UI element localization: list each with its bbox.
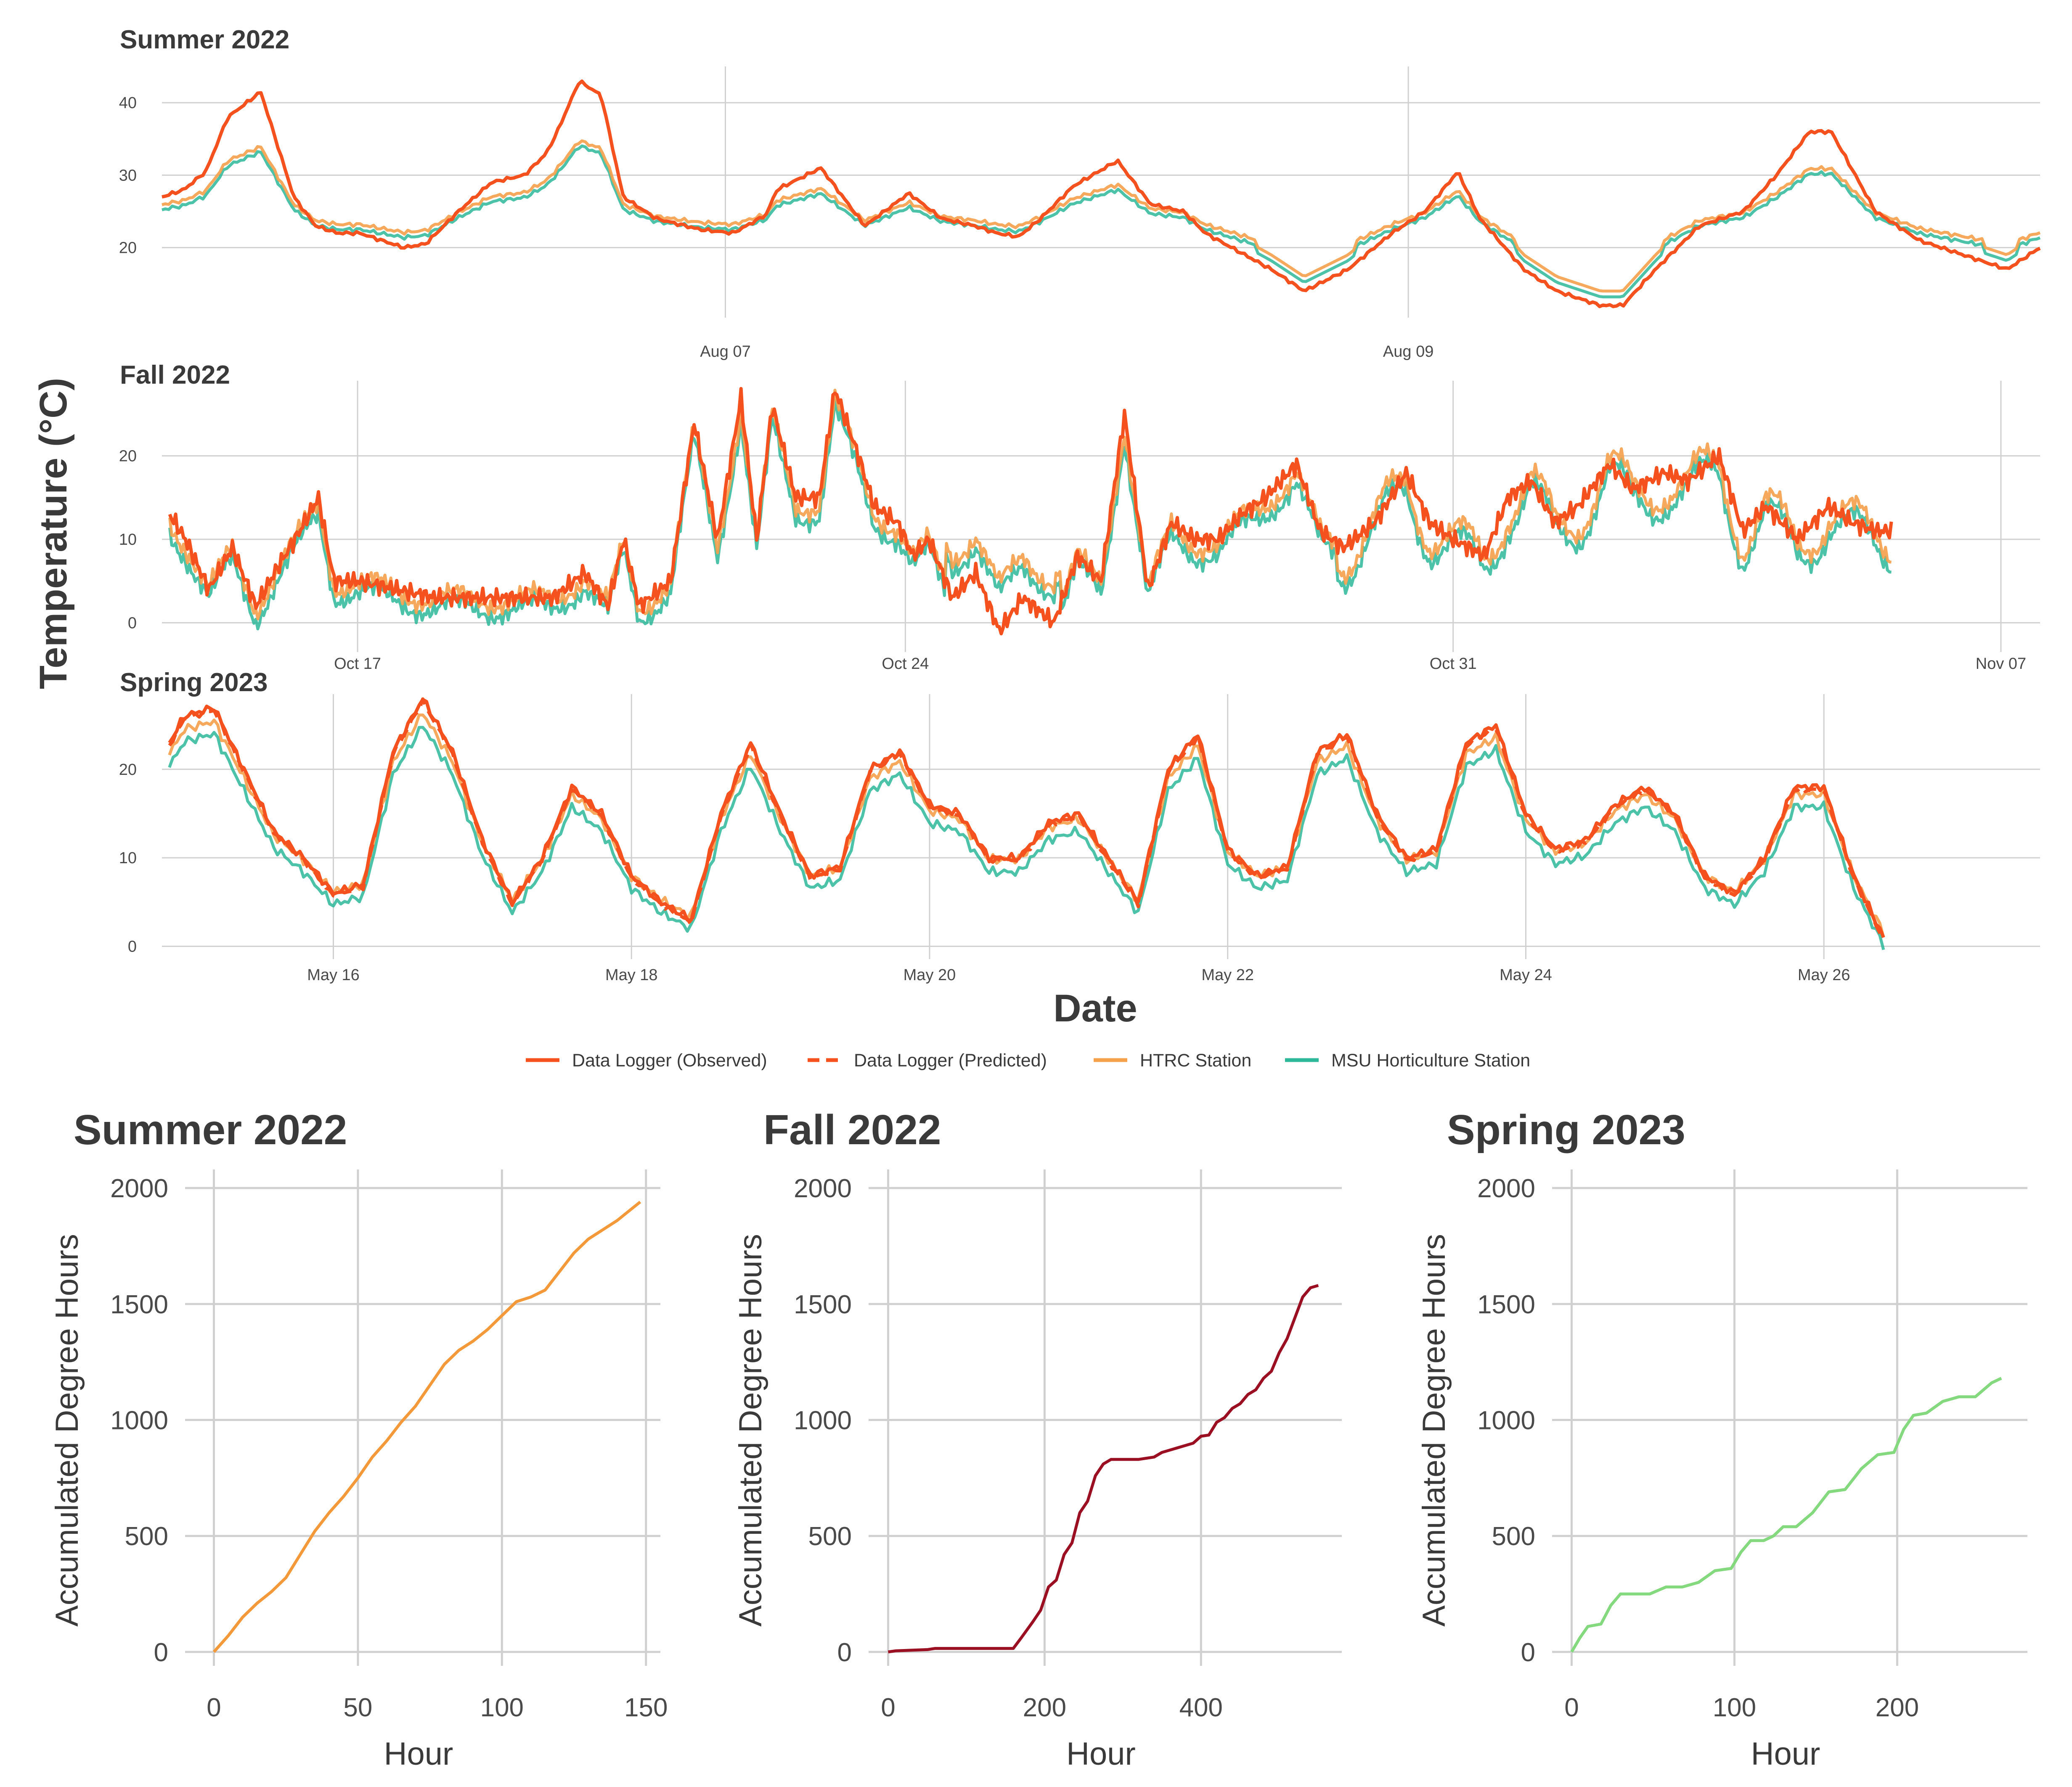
panel-1: 0 10 20 Oct 17 Oct 24 Oct 31 Nov 07: [119, 381, 2040, 673]
x-tick-label: 0: [1564, 1693, 1579, 1722]
panel-title-spring: Spring 2023: [120, 668, 268, 697]
series-line-htrc: [168, 713, 1885, 938]
y-tick-label: 10: [119, 531, 137, 549]
panel-title-fall: Fall 2022: [120, 361, 230, 390]
x-tick-label: 0: [207, 1693, 221, 1722]
x-tick-label: May 22: [1201, 966, 1254, 984]
acc-line: [212, 1201, 641, 1653]
y-tick-label: 500: [125, 1522, 168, 1551]
x-tick-label: May 20: [904, 966, 956, 984]
series-line-observed: [162, 79, 2041, 308]
y-tick-label: 1500: [1477, 1290, 1535, 1319]
y-tick-label: 20: [119, 448, 137, 465]
acc-title-summer: Summer 2022: [74, 1106, 347, 1153]
acc-title-fall: Fall 2022: [763, 1106, 941, 1153]
series-line-htrc: [162, 139, 2041, 293]
y-tick-label: 1000: [110, 1406, 168, 1435]
series-line-msu: [162, 144, 2041, 299]
panel-0: 20 30 40 Aug 07 Aug 09: [119, 66, 2041, 361]
x-axis-label: Hour: [384, 1736, 453, 1772]
series-line-msu: [168, 398, 1892, 631]
panel-2: 0 10 20 May 16 May 18 May 20 May 22 May 24 May 2…: [119, 694, 2040, 984]
y-tick-label: 0: [1521, 1638, 1535, 1667]
legend: Data Logger (Observed) Data Logger (Predi…: [526, 1050, 1530, 1071]
y-tick-label: 500: [808, 1522, 852, 1551]
y-tick-label: 20: [119, 761, 137, 779]
y-tick-label: 10: [119, 849, 137, 867]
x-tick-label: Oct 31: [1430, 655, 1477, 673]
x-tick-label: 400: [1179, 1693, 1223, 1722]
y-axis-label: Accumulated Degree Hours: [1416, 1234, 1452, 1627]
legend-label: MSU Horticulture Station: [1331, 1050, 1530, 1071]
y-axis-title: Temperature (°C): [32, 378, 75, 689]
x-tick-label: Oct 24: [882, 655, 929, 673]
y-tick-label: 0: [128, 938, 137, 955]
top-panels: 20 30 40 Aug 07 Aug 09 0 10 20 Oct 17 Oct 24 Oct 3…: [119, 66, 2041, 984]
x-tick-label: 100: [480, 1693, 524, 1722]
y-tick-label: 20: [119, 239, 137, 257]
y-tick-label: 2000: [794, 1174, 852, 1203]
y-tick-label: 40: [119, 94, 137, 112]
y-tick-label: 2000: [110, 1174, 168, 1203]
x-tick-label: 200: [1876, 1693, 1919, 1722]
x-tick-label: 50: [343, 1693, 372, 1722]
series-line-observed: [168, 387, 1893, 636]
x-axis-label: Hour: [1751, 1736, 1820, 1772]
x-tick-label: May 26: [1798, 966, 1850, 984]
y-tick-label: 0: [837, 1638, 852, 1667]
x-tick-label: 100: [1713, 1693, 1756, 1722]
acc-title-spring: Spring 2023: [1447, 1106, 1685, 1153]
x-tick-label: May 18: [605, 966, 658, 984]
y-axis-label: Accumulated Degree Hours: [733, 1234, 768, 1627]
y-tick-label: 1500: [794, 1290, 852, 1319]
x-axis-label: Hour: [1066, 1736, 1136, 1772]
x-axis-title: Date: [1053, 987, 1137, 1030]
series-line-msu: [168, 726, 1885, 950]
series-line-observed: [168, 697, 1885, 938]
y-tick-label: 1000: [1477, 1406, 1535, 1435]
acc-line: [1570, 1377, 2002, 1653]
x-tick-label: 150: [624, 1693, 668, 1722]
y-tick-label: 1000: [794, 1406, 852, 1435]
x-tick-label: May 24: [1500, 966, 1552, 984]
x-tick-label: Nov 07: [1976, 655, 2026, 673]
acc-panel-0: 0 500 1000 1500 2000 0 50 100 150 Hour Accumulated…: [49, 1169, 668, 1772]
y-tick-label: 500: [1492, 1522, 1535, 1551]
y-axis-label: Accumulated Degree Hours: [49, 1234, 85, 1627]
y-tick-label: 2000: [1477, 1174, 1535, 1203]
x-tick-label: Aug 09: [1383, 343, 1433, 361]
acc-panel-2: 0 500 1000 1500 2000 0 100 200 Hour Accumulated D…: [1416, 1169, 2027, 1772]
y-tick-label: 1500: [110, 1290, 168, 1319]
acc-panel-1: 0 500 1000 1500 2000 0 200 400 Hour Accumulated D…: [733, 1169, 1342, 1772]
x-tick-label: Oct 17: [334, 655, 381, 673]
x-tick-label: 0: [881, 1693, 895, 1722]
legend-label: HTRC Station: [1140, 1050, 1251, 1071]
acc-line: [888, 1284, 1319, 1654]
legend-label: Data Logger (Predicted): [854, 1050, 1047, 1071]
x-tick-label: Aug 07: [700, 343, 750, 361]
y-tick-label: 0: [154, 1638, 168, 1667]
legend-label: Data Logger (Observed): [572, 1050, 767, 1071]
y-tick-label: 0: [128, 614, 137, 632]
y-tick-label: 30: [119, 167, 137, 184]
x-tick-label: 200: [1023, 1693, 1066, 1722]
panel-title-summer: Summer 2022: [120, 25, 289, 54]
x-tick-label: May 16: [307, 966, 360, 984]
